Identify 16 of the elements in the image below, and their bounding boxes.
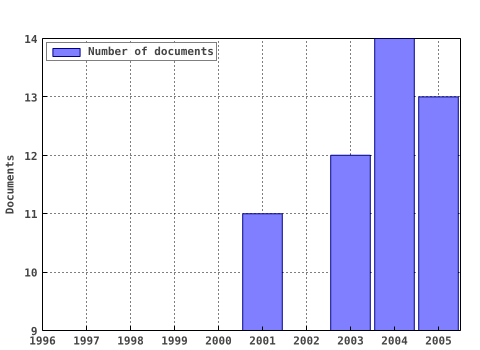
- x-tick-label: 1997: [73, 334, 100, 348]
- y-tick-label: 14: [24, 33, 38, 46]
- x-tick-label: 2001: [249, 334, 276, 348]
- y-tick-label: 12: [24, 150, 38, 163]
- x-tick-label: 2005: [425, 334, 452, 348]
- legend-label: Number of documents: [88, 45, 214, 58]
- x-tick-label: 1998: [117, 334, 144, 348]
- x-tick-label: 2004: [381, 334, 408, 348]
- x-tick-label: 2003: [337, 334, 364, 348]
- x-tick-label: 1999: [161, 334, 188, 348]
- x-tick-label: 2002: [293, 334, 320, 348]
- x-tick-label: 2000: [205, 334, 232, 348]
- y-tick-label: 10: [24, 266, 38, 280]
- y-axis-title: Documents: [3, 154, 16, 214]
- y-tick-label: 11: [24, 208, 38, 222]
- y-tick-label: 13: [24, 91, 38, 104]
